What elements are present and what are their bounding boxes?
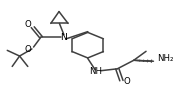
Text: NH: NH (89, 67, 102, 76)
Text: N: N (61, 33, 67, 42)
Text: O: O (25, 20, 32, 29)
Text: O: O (124, 77, 131, 86)
Text: O: O (24, 45, 31, 54)
Text: NH₂: NH₂ (158, 54, 174, 63)
